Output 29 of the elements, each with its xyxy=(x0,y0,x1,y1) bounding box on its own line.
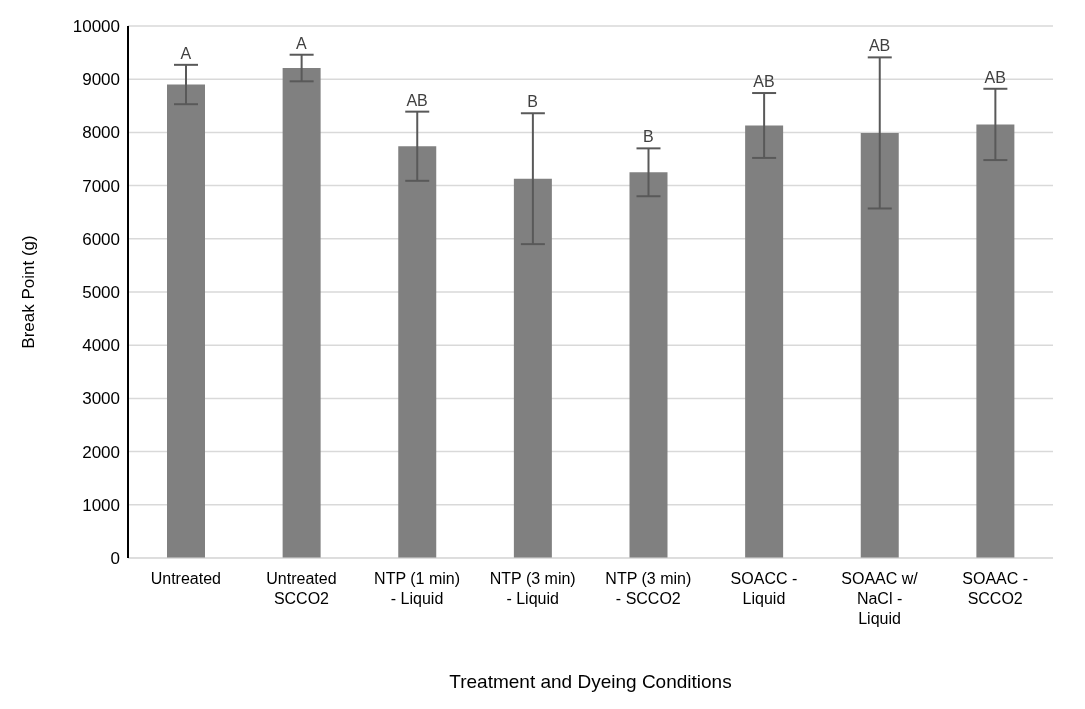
y-tick-label: 10000 xyxy=(72,17,120,37)
y-tick-label: 9000 xyxy=(82,70,120,90)
y-tick-label: 5000 xyxy=(82,283,120,303)
x-axis-title: Treatment and Dyeing Conditions xyxy=(449,671,732,692)
x-tick-label: SOACC - Liquid xyxy=(730,570,798,607)
y-axis-title: Break Point (g) xyxy=(19,235,39,349)
y-tick-label: 2000 xyxy=(82,442,120,462)
y-tick-label: 6000 xyxy=(82,229,120,249)
annotation: A xyxy=(180,44,192,62)
x-tick-label: NTP (1 min) - Liquid xyxy=(374,570,461,607)
annotation: AB xyxy=(984,68,1006,86)
x-tick-label: SOAAC - SCCO2 xyxy=(962,570,1029,607)
x-tick-label: Untreated xyxy=(150,570,221,587)
annotation: AB xyxy=(868,36,891,54)
x-tick-label: NTP (3 min) - SCCO2 xyxy=(605,570,692,607)
x-tick-label: SOAAC w/ NaCl - Liquid xyxy=(841,570,919,627)
annotation: B xyxy=(527,93,539,111)
y-tick-label: 3000 xyxy=(82,389,120,409)
y-tick-label: 0 xyxy=(110,549,120,569)
x-tick-label: NTP (3 min) - Liquid xyxy=(489,570,576,607)
y-tick-label: 1000 xyxy=(82,495,120,515)
y-tick-label: 7000 xyxy=(82,176,120,196)
annotation: AB xyxy=(406,91,428,109)
annotation: A xyxy=(296,34,308,52)
y-tick-label: 4000 xyxy=(82,336,120,356)
annotation: B xyxy=(642,128,654,146)
x-tick-label: Untreated SCCO2 xyxy=(266,570,337,607)
annotation: AB xyxy=(753,73,775,91)
y-tick-label: 8000 xyxy=(82,123,120,143)
